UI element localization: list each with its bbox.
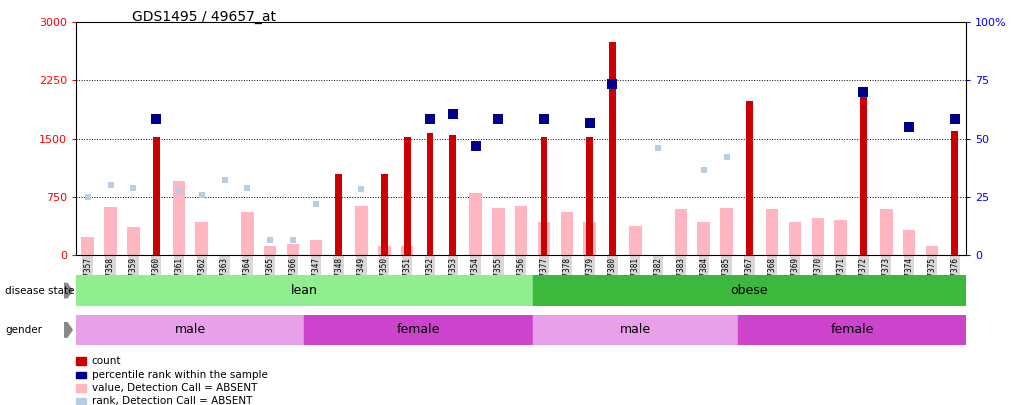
Bar: [834, 220, 847, 255]
Bar: [738, 315, 966, 345]
Bar: [127, 227, 139, 255]
Bar: [264, 246, 277, 255]
Bar: [630, 226, 642, 255]
Bar: [533, 315, 738, 345]
Bar: [880, 209, 893, 255]
Bar: [336, 174, 342, 255]
Text: value, Detection Call = ABSENT: value, Detection Call = ABSENT: [92, 383, 257, 393]
Bar: [789, 222, 801, 255]
Text: female: female: [830, 323, 874, 337]
Bar: [541, 137, 547, 255]
Bar: [450, 135, 457, 255]
FancyArrow shape: [64, 284, 72, 298]
Bar: [287, 243, 299, 255]
Text: male: male: [619, 323, 651, 337]
Bar: [355, 206, 368, 255]
Bar: [533, 275, 966, 306]
Bar: [241, 213, 253, 255]
Text: female: female: [397, 323, 440, 337]
Text: count: count: [92, 356, 121, 366]
Bar: [426, 133, 433, 255]
Bar: [903, 230, 915, 255]
Bar: [469, 193, 482, 255]
Text: percentile rank within the sample: percentile rank within the sample: [92, 370, 267, 379]
Bar: [104, 207, 117, 255]
Bar: [404, 137, 411, 255]
Bar: [812, 218, 824, 255]
Bar: [309, 240, 322, 255]
Bar: [766, 209, 778, 255]
Bar: [560, 212, 574, 255]
Text: rank, Detection Call = ABSENT: rank, Detection Call = ABSENT: [92, 396, 252, 405]
Bar: [304, 315, 533, 345]
Bar: [76, 275, 533, 306]
Bar: [925, 246, 939, 255]
Bar: [584, 222, 596, 255]
Bar: [698, 222, 710, 255]
Text: disease state: disease state: [5, 286, 74, 296]
Text: lean: lean: [291, 284, 318, 297]
Bar: [401, 246, 413, 255]
Bar: [609, 42, 616, 255]
Bar: [76, 315, 304, 345]
FancyArrow shape: [64, 323, 72, 337]
Bar: [951, 131, 958, 255]
Text: male: male: [175, 323, 205, 337]
Bar: [538, 222, 550, 255]
Bar: [586, 137, 593, 255]
Text: obese: obese: [730, 284, 768, 297]
Bar: [674, 209, 687, 255]
Bar: [378, 246, 391, 255]
Text: GDS1495 / 49657_at: GDS1495 / 49657_at: [132, 10, 277, 24]
Bar: [860, 96, 866, 255]
Bar: [153, 137, 160, 255]
Bar: [492, 208, 504, 255]
Bar: [515, 206, 528, 255]
Bar: [173, 181, 185, 255]
Bar: [81, 237, 94, 255]
Bar: [195, 222, 208, 255]
Bar: [381, 174, 387, 255]
Text: gender: gender: [5, 325, 42, 335]
Bar: [720, 208, 733, 255]
Bar: [745, 102, 753, 255]
